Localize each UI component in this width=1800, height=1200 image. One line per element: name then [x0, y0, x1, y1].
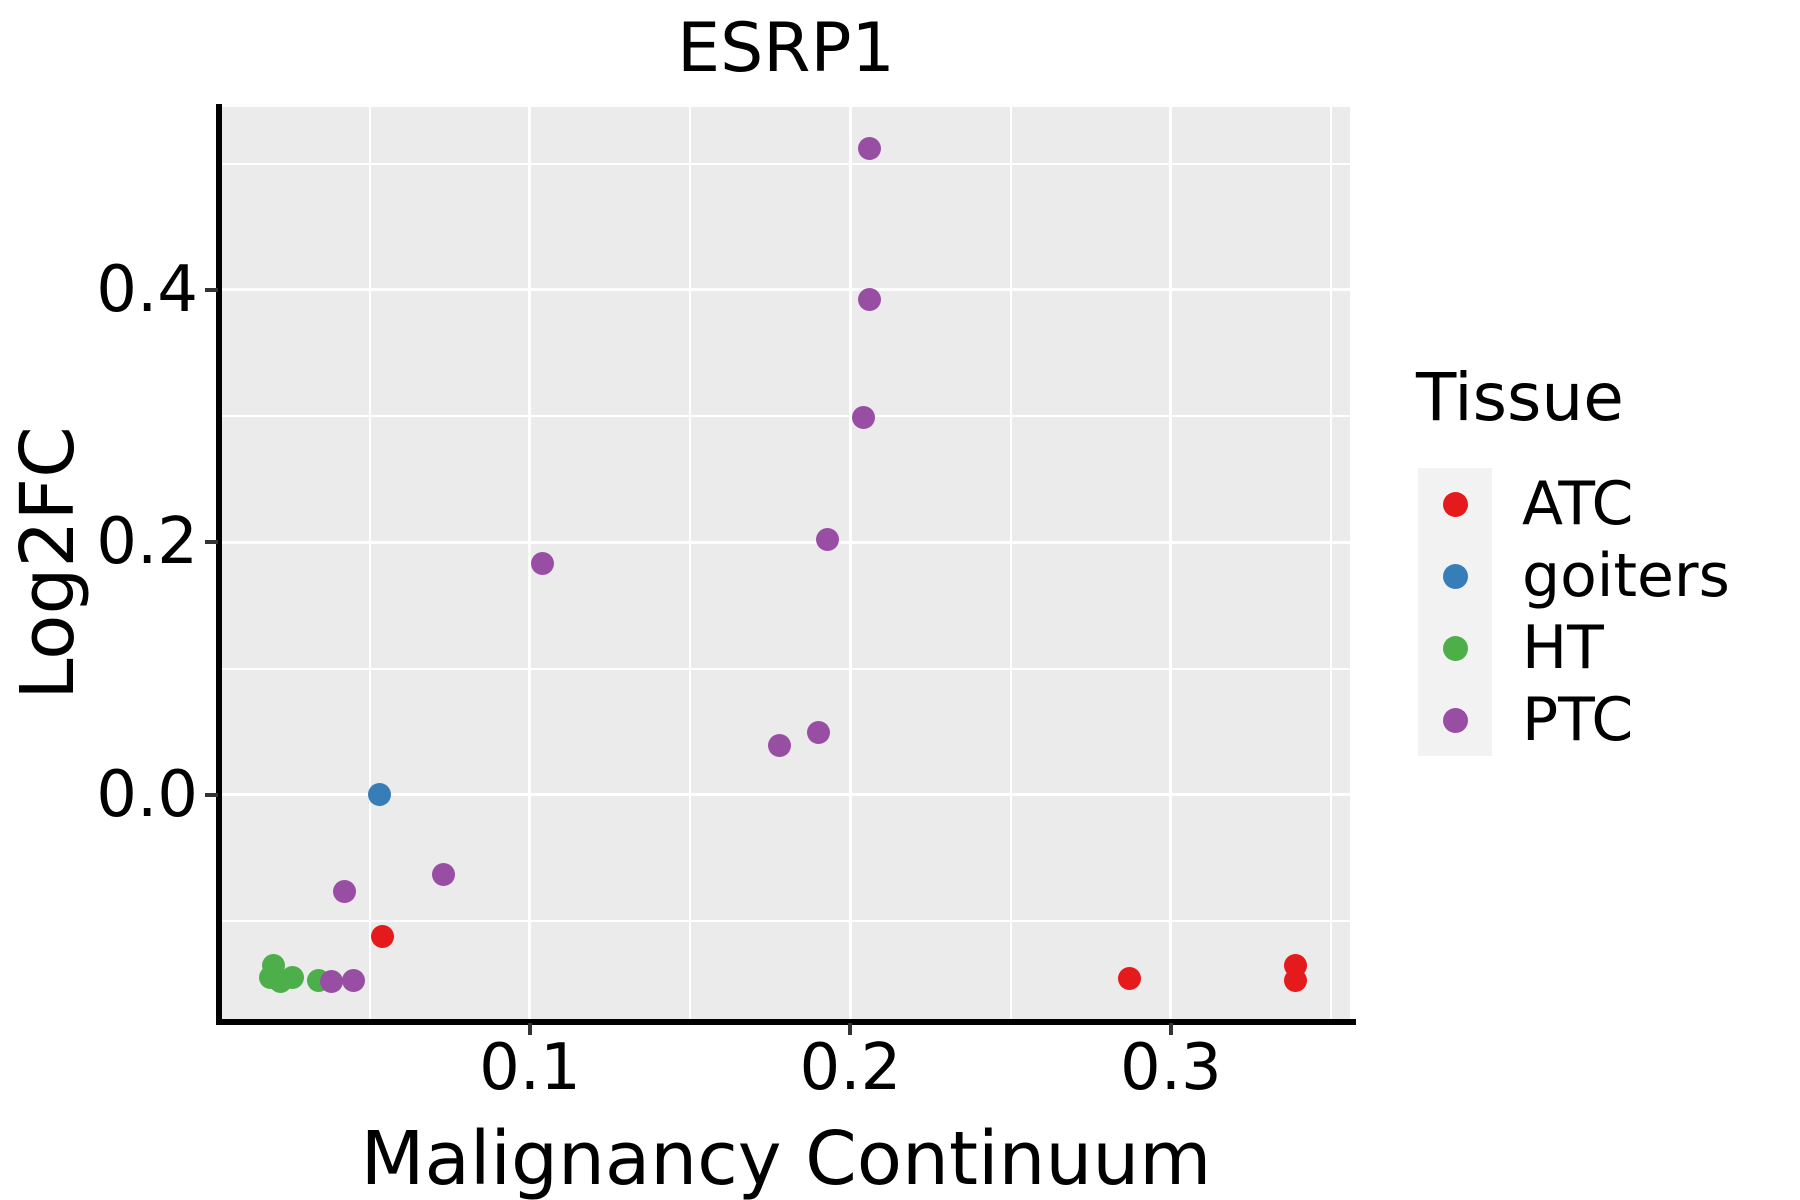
y-tick-mark	[205, 540, 218, 545]
data-point-HT	[281, 966, 305, 990]
y-minor-gridline	[222, 667, 1350, 670]
x-minor-gridline	[1009, 107, 1012, 1019]
data-point-PTC	[816, 528, 840, 552]
data-point-PTC	[342, 968, 366, 992]
y-minor-gridline	[222, 162, 1350, 165]
y-axis-line	[216, 104, 222, 1025]
y-major-gridline	[222, 793, 1350, 797]
legend-key-PTC	[1418, 684, 1492, 756]
legend-marker-icon	[1442, 635, 1468, 661]
data-point-ATC	[1284, 968, 1308, 992]
legend-label-goiters: goiters	[1522, 541, 1730, 611]
data-point-PTC	[768, 734, 792, 757]
y-major-gridline	[222, 540, 1350, 544]
y-minor-gridline	[222, 919, 1350, 922]
y-tick-mark	[205, 287, 218, 292]
y-tick-mark	[205, 792, 218, 797]
y-tick-label: 0.0	[96, 757, 198, 832]
x-major-gridline	[1169, 107, 1173, 1019]
legend-marker-icon	[1442, 707, 1468, 733]
data-point-ATC	[1117, 967, 1141, 991]
x-major-gridline	[528, 107, 532, 1019]
y-tick-label: 0.2	[96, 505, 198, 580]
legend-key-HT	[1418, 612, 1492, 684]
legend-label-HT: HT	[1522, 613, 1604, 683]
x-tick-label: 0.2	[799, 1031, 902, 1105]
x-minor-gridline	[368, 107, 371, 1019]
legend-key-ATC	[1418, 468, 1492, 540]
x-axis-line	[216, 1019, 1356, 1025]
y-minor-gridline	[222, 415, 1350, 418]
x-minor-gridline	[1330, 107, 1333, 1019]
y-tick-label: 0.4	[96, 252, 198, 327]
data-point-PTC	[858, 137, 882, 161]
legend-label-ATC: ATC	[1522, 469, 1634, 539]
x-tick-mark	[848, 1023, 853, 1035]
legend-title: Tissue	[1416, 359, 1624, 436]
legend-marker-icon	[1442, 563, 1468, 589]
legend-label-PTC: PTC	[1522, 685, 1634, 755]
data-point-PTC	[858, 288, 882, 312]
x-tick-mark	[527, 1023, 532, 1035]
x-tick-mark	[1168, 1023, 1173, 1035]
legend-marker-icon	[1442, 491, 1468, 517]
legend-key-goiters	[1418, 540, 1492, 612]
x-tick-label: 0.1	[479, 1031, 581, 1105]
x-major-gridline	[848, 107, 852, 1019]
data-point-goiters	[367, 783, 391, 807]
data-point-PTC	[431, 862, 455, 886]
y-major-gridline	[222, 288, 1350, 292]
data-point-PTC	[531, 552, 555, 576]
plot-title: ESRP1	[677, 9, 895, 88]
x-tick-label: 0.3	[1119, 1031, 1222, 1105]
data-point-PTC	[806, 721, 830, 745]
data-point-PTC	[851, 405, 875, 429]
legend-keys	[1418, 468, 1492, 756]
data-point-ATC	[371, 924, 395, 948]
data-point-PTC	[332, 880, 356, 904]
data-point-PTC	[319, 970, 343, 993]
plot-panel	[222, 107, 1350, 1019]
x-axis-title: Malignancy Continuum	[360, 1116, 1212, 1200]
x-minor-gridline	[689, 107, 692, 1019]
